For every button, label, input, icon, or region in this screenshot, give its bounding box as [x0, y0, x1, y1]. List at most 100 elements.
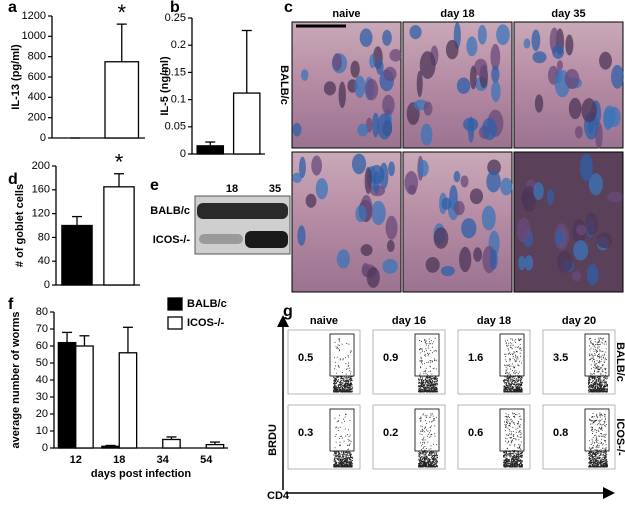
goblet-cell: [460, 175, 469, 188]
y-tick-label: 600: [28, 71, 46, 83]
y-tick-label: 20: [36, 408, 48, 420]
micrograph: [513, 21, 624, 149]
goblet-cell: [533, 182, 544, 200]
panel-letter: c: [284, 0, 293, 16]
goblet-cell: [491, 80, 501, 102]
cell-dots: [503, 338, 523, 393]
x-axis-label: days post infection: [91, 468, 192, 480]
goblet-cell: [360, 244, 373, 256]
goblet-cell: [574, 126, 583, 139]
column-label: day 35: [551, 8, 585, 20]
goblet-cell: [409, 25, 422, 40]
cell-dots: [503, 412, 523, 468]
y-tick-label: 0: [40, 132, 46, 144]
goblet-cell: [365, 78, 379, 101]
y-tick-label: 800: [28, 51, 46, 63]
goblet-cell: [382, 29, 392, 46]
x-tick-label: 34: [157, 454, 170, 466]
bar: [75, 345, 94, 449]
goblet-cell: [382, 94, 395, 116]
goblet-cell: [518, 255, 526, 271]
bar: [118, 352, 138, 449]
blot-band: [245, 231, 288, 248]
cell-dots: [333, 413, 353, 468]
goblet-cell: [433, 227, 449, 249]
goblet-cell: [453, 170, 461, 183]
gate-percentage: 0.3: [298, 427, 313, 439]
goblet-cell: [385, 215, 398, 240]
goblet-cell: [581, 98, 597, 123]
goblet-cell: [445, 39, 459, 60]
row-label: BALB/c: [278, 65, 290, 105]
legend-label: ICOS-/-: [187, 317, 225, 329]
cell-dots: [588, 412, 608, 468]
goblet-cell: [383, 66, 397, 82]
goblet-cell: [564, 68, 580, 90]
panel-letter: b: [170, 0, 180, 16]
legend-swatch: [167, 297, 183, 311]
goblet-cell: [305, 193, 317, 208]
goblet-cell: [315, 178, 328, 200]
annotation: *: [117, 0, 126, 25]
goblet-cell: [534, 94, 544, 113]
goblet-cell: [351, 153, 367, 175]
goblet-cell: [611, 64, 624, 89]
goblet-cell: [565, 34, 574, 56]
micrograph: [291, 21, 402, 149]
gate-percentage: 0.9: [383, 352, 398, 364]
y-tick-label: 400: [28, 91, 46, 103]
goblet-cell: [596, 232, 613, 249]
micrograph: [513, 151, 624, 293]
y-axis-label: IL-13 (pg/ml): [10, 44, 22, 110]
goblet-cell: [588, 173, 603, 196]
goblet-cell: [552, 44, 565, 59]
y-tick-label: 70: [36, 323, 48, 335]
goblet-cell: [516, 217, 531, 243]
column-label: day 20: [562, 315, 596, 327]
gate-percentage: 1.6: [468, 352, 483, 364]
goblet-cell: [586, 263, 599, 286]
goblet-cell: [469, 188, 484, 205]
blot-band: [197, 203, 288, 219]
plot-frame: [457, 329, 531, 395]
y-tick-label: 80: [38, 231, 50, 243]
legend-swatch: [167, 316, 183, 330]
panel-letter: f: [8, 296, 14, 313]
row-label: ICOS-/-: [153, 234, 191, 246]
goblet-cell: [490, 43, 501, 70]
goblet-cell: [300, 69, 309, 81]
goblet-cell: [386, 239, 395, 253]
goblet-cell: [496, 24, 510, 46]
goblet-cell: [441, 197, 452, 210]
y-tick-label: 0.05: [165, 121, 186, 133]
panel-letter: g: [283, 303, 293, 320]
column-label: day 18: [477, 315, 511, 327]
y-axis-label: IL-5 (ng/ml): [159, 56, 171, 116]
goblet-cell: [419, 51, 436, 79]
row-label: BALB/c: [150, 205, 190, 217]
goblet-cell: [416, 70, 423, 98]
goblet-cell: [382, 258, 398, 274]
goblet-cell: [364, 167, 372, 195]
bar: [61, 224, 93, 286]
goblet-cell: [456, 77, 471, 94]
goblet-cell: [377, 113, 392, 140]
gate-percentage: 0.8: [553, 427, 568, 439]
cell-dots: [333, 338, 353, 393]
y-tick-label: 40: [36, 374, 48, 386]
bar: [232, 92, 261, 155]
column-label: naive: [332, 8, 360, 20]
x-tick-label: 54: [200, 454, 213, 466]
goblet-cell: [579, 153, 594, 182]
goblet-cell: [323, 81, 336, 96]
goblet-cell: [474, 58, 488, 77]
goblet-cell: [298, 156, 306, 178]
y-tick-label: 200: [32, 160, 50, 172]
row-label: BALB/c: [614, 342, 625, 382]
goblet-cell: [459, 246, 472, 273]
column-label: 35: [269, 183, 281, 195]
goblet-cell: [417, 159, 429, 177]
goblet-cell: [355, 205, 367, 223]
goblet-cell: [531, 29, 541, 52]
